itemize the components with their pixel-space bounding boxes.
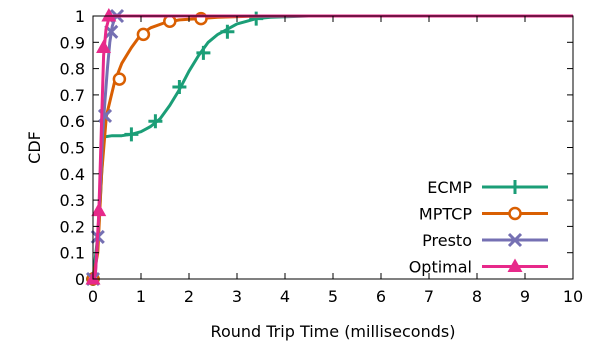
marker-ecmp: [220, 24, 235, 39]
legend-marker-presto: [507, 232, 523, 248]
y-tick-label: 0.1: [60, 244, 85, 263]
y-tick-label: 0.5: [60, 139, 85, 158]
y-tick-label: 0.8: [60, 60, 85, 79]
marker-ecmp: [249, 11, 264, 26]
legend-label-optimal: Optimal: [409, 258, 472, 277]
y-tick-label: 0.2: [60, 217, 85, 236]
marker-mptcp: [136, 27, 151, 42]
y-tick-label: 0.4: [60, 165, 85, 184]
marker-optimal: [96, 39, 112, 54]
marker-mptcp: [112, 72, 127, 86]
legend-label-ecmp: ECMP: [427, 178, 472, 197]
x-tick-label: 5: [328, 287, 338, 306]
legend-marker-ecmp: [508, 180, 522, 194]
marker-ecmp: [148, 114, 163, 129]
legend-marker-optimal: [507, 258, 523, 272]
legend-label-mptcp: MPTCP: [419, 205, 472, 224]
x-tick-label: 9: [520, 287, 530, 306]
marker-ecmp: [124, 127, 139, 142]
plot-content: [85, 8, 573, 287]
axis-ticks: 0 1 2 3 4 5 6 7 8 9 10 0 0.1 0.2 0.3 0.4 0.5 0.6 0.7 0.8 0.9…: [60, 7, 584, 306]
marker-ecmp: [196, 45, 211, 60]
y-tick-label: 0.9: [60, 33, 85, 52]
y-tick-label: 0.6: [60, 112, 85, 131]
x-tick-label: 10: [563, 287, 583, 306]
y-tick-label: 0: [75, 270, 85, 289]
marker-optimal: [91, 202, 107, 217]
marker-ecmp: [172, 80, 187, 95]
x-tick-label: 4: [280, 287, 290, 306]
legend: ECMP MPTCP Presto Optimal: [409, 178, 548, 277]
x-axis-title: Round Trip Time (milliseconds): [211, 322, 456, 341]
x-tick-label: 0: [88, 287, 98, 306]
x-tick-label: 3: [232, 287, 242, 306]
marker-optimal: [101, 8, 117, 22]
x-tick-label: 1: [136, 287, 146, 306]
y-axis-title: CDF: [25, 131, 44, 164]
x-tick-label: 2: [184, 287, 194, 306]
legend-label-presto: Presto: [422, 231, 472, 250]
x-tick-label: 6: [376, 287, 386, 306]
y-tick-label: 1: [75, 7, 85, 26]
y-tick-label: 0.3: [60, 191, 85, 210]
x-tick-label: 7: [424, 287, 434, 306]
legend-marker-mptcp: [508, 206, 522, 221]
y-tick-label: 0.7: [60, 86, 85, 105]
x-tick-label: 8: [472, 287, 482, 306]
